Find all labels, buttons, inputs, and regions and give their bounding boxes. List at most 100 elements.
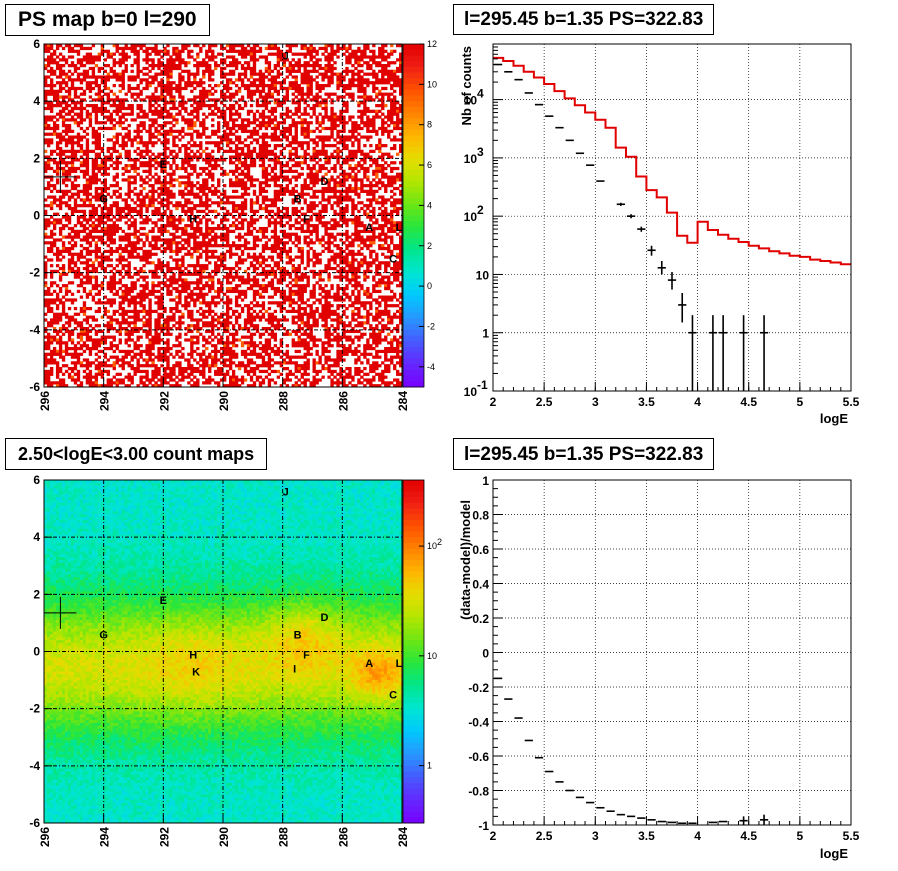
map-cell <box>244 50 247 53</box>
map-cell <box>250 55 253 58</box>
map-cell <box>283 64 286 67</box>
map-cell <box>348 81 351 84</box>
map-cell <box>271 78 274 81</box>
map-cell <box>310 53 313 56</box>
map-cell <box>256 87 259 90</box>
map-cell <box>229 64 232 67</box>
map-cell <box>59 75 62 78</box>
map-cell <box>390 70 393 73</box>
map-cell <box>244 67 247 70</box>
map-cell <box>131 93 134 96</box>
map-cell <box>244 61 247 64</box>
map-cell <box>178 84 181 87</box>
map-cell <box>256 84 259 87</box>
map-cell <box>199 50 202 53</box>
map-cell <box>387 61 390 64</box>
map-cell <box>157 73 160 76</box>
map-cell <box>116 50 119 53</box>
map-cell <box>136 87 139 90</box>
map-cell <box>125 93 128 96</box>
map-cell <box>292 64 295 67</box>
map-cell <box>304 73 307 76</box>
map-cell <box>65 81 68 84</box>
map-cell <box>65 84 68 87</box>
map-cell <box>98 67 101 70</box>
map-cell <box>313 55 316 58</box>
map-cell <box>310 64 313 67</box>
map-cell <box>205 90 208 93</box>
map-cell <box>151 50 154 53</box>
map-cell <box>304 70 307 73</box>
map-cell <box>110 70 113 73</box>
map-cell <box>86 47 89 50</box>
map-cell <box>142 58 145 61</box>
map-cell <box>301 73 304 76</box>
map-cell <box>178 58 181 61</box>
map-cell <box>134 58 137 61</box>
map-cell <box>315 64 318 67</box>
map-cell <box>330 67 333 70</box>
map-cell <box>181 58 184 61</box>
map-cell <box>393 70 396 73</box>
map-cell <box>122 55 125 58</box>
map-cell <box>205 55 208 58</box>
map-cell <box>56 90 59 93</box>
map-cell <box>396 58 399 61</box>
map-cell <box>244 87 247 90</box>
map-cell <box>71 81 74 84</box>
map-cell <box>71 73 74 76</box>
map-cell <box>360 90 363 93</box>
map-cell <box>387 70 390 73</box>
map-cell <box>393 81 396 84</box>
map-cell <box>74 78 77 81</box>
map-cell <box>387 78 390 81</box>
map-cell <box>169 55 172 58</box>
map-cell <box>253 90 256 93</box>
map-cell <box>318 90 321 93</box>
map-cell <box>354 84 357 87</box>
map-cell <box>134 78 137 81</box>
map-cell <box>169 81 172 84</box>
map-cell <box>247 53 250 56</box>
map-cell <box>199 64 202 67</box>
map-cell <box>134 75 137 78</box>
map-cell <box>274 87 277 90</box>
map-cell <box>71 78 74 81</box>
map-cell <box>92 70 95 73</box>
map-cell <box>154 87 157 90</box>
map-cell <box>292 75 295 78</box>
map-cell <box>253 81 256 84</box>
map-cell <box>310 70 313 73</box>
map-cell <box>77 73 80 76</box>
map-cell <box>357 90 360 93</box>
map-cell <box>131 50 134 53</box>
map-cell <box>354 73 357 76</box>
map-cell <box>83 47 86 50</box>
map-cell <box>80 73 83 76</box>
map-cell <box>62 70 65 73</box>
map-cell <box>56 93 59 96</box>
map-cell <box>366 47 369 50</box>
map-cell <box>56 64 59 67</box>
map-cell <box>83 75 86 78</box>
map-cell <box>113 53 116 56</box>
map-cell <box>50 73 53 76</box>
map-cell <box>145 53 148 56</box>
map-cell <box>80 61 83 64</box>
map-cell <box>253 67 256 70</box>
map-cell <box>232 64 235 67</box>
map-cell <box>247 64 250 67</box>
map-cell <box>86 87 89 90</box>
map-cell <box>187 70 190 73</box>
map-cell <box>56 61 59 64</box>
map-cell <box>211 93 214 96</box>
map-cell <box>321 84 324 87</box>
map-cell <box>387 81 390 84</box>
map-cell <box>286 67 289 70</box>
map-cell <box>122 53 125 56</box>
map-cell <box>199 84 202 87</box>
map-cell <box>47 93 50 96</box>
map-cell <box>345 47 348 50</box>
map-cell <box>95 93 98 96</box>
map-cell <box>336 81 339 84</box>
